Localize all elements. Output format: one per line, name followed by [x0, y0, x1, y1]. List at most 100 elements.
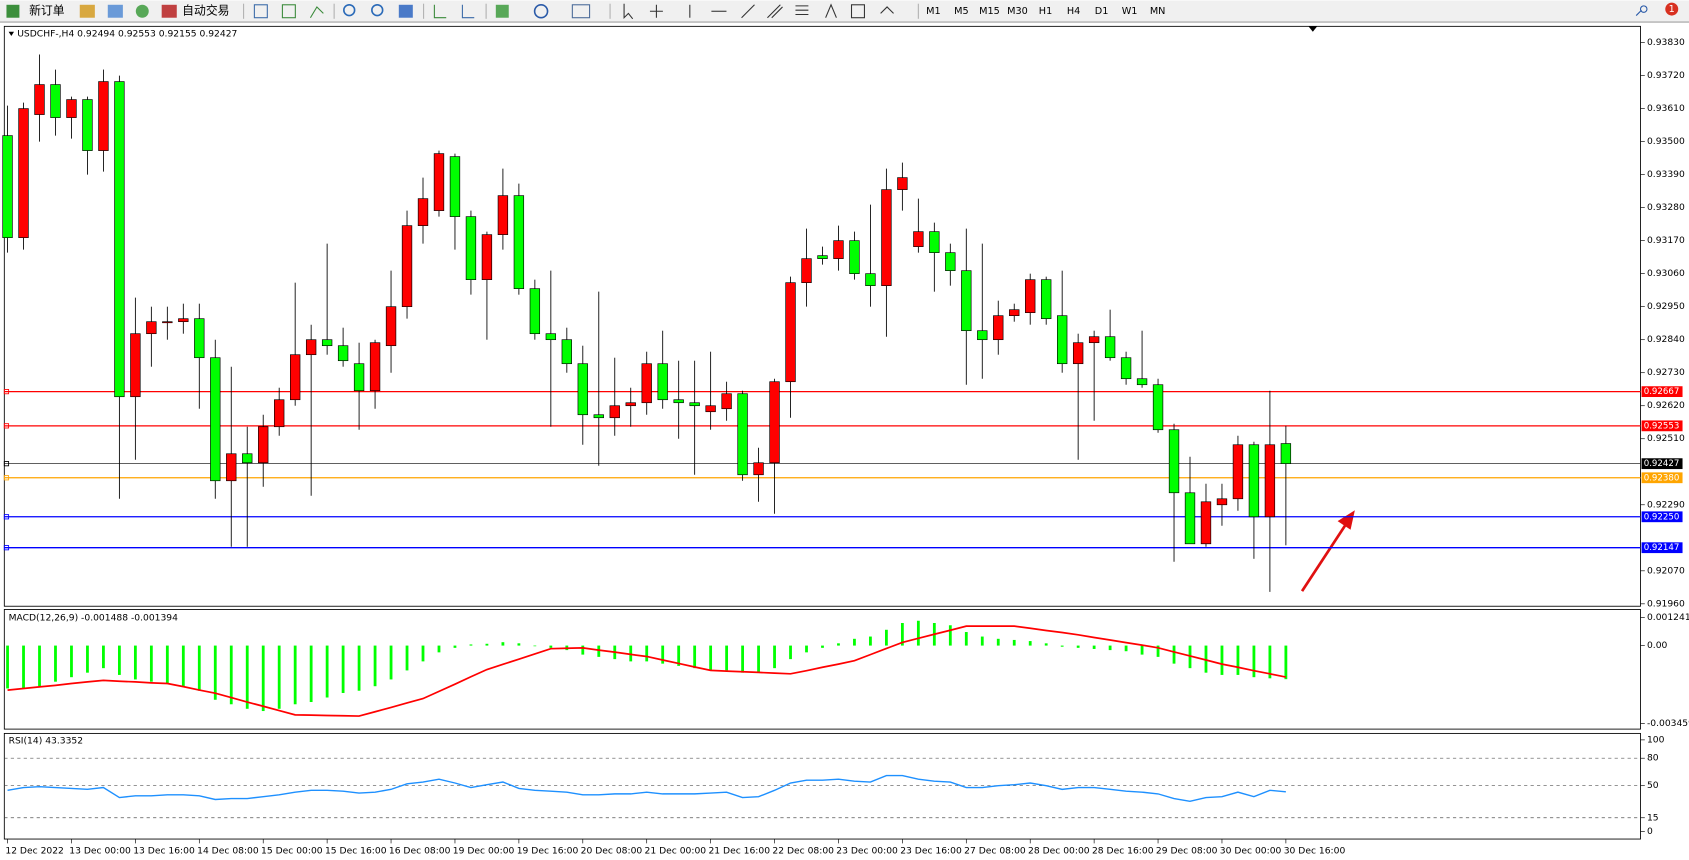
new-order-icon[interactable] [6, 4, 20, 18]
macd-bar [70, 645, 73, 678]
candle-body [449, 156, 461, 217]
macd-bar [821, 645, 824, 648]
chart-shift-marker[interactable] [1308, 26, 1318, 32]
candle-body [481, 234, 493, 280]
macd-bar [533, 645, 537, 647]
candle-body [34, 84, 45, 115]
zoom-out[interactable] [371, 3, 384, 17]
macd-bar [1236, 645, 1240, 675]
label-tool[interactable] [850, 4, 865, 19]
macd-bar [597, 645, 601, 657]
arrow-tool[interactable] [880, 6, 894, 14]
panel-title: USDCHF-,H4 0.92494 0.92553 0.92155 0.924… [17, 28, 237, 39]
x-tick-label: 19 Dec 00:00 [453, 845, 515, 856]
timeframe-button[interactable]: MN [1150, 6, 1166, 17]
timeframe-button[interactable]: M1 [926, 6, 941, 17]
y-tick-label: 0.00 [1647, 640, 1668, 651]
macd-bar [1108, 645, 1112, 651]
new-order-button[interactable]: 新订单 [29, 4, 65, 18]
x-tick-label: 27 Dec 08:00 [964, 845, 1026, 856]
macd-bar [54, 645, 57, 682]
timeframe-button[interactable]: H1 [1039, 6, 1052, 17]
candle-body [609, 405, 620, 419]
symbol-menu-marker[interactable] [8, 31, 15, 37]
macd-bar [1156, 645, 1160, 657]
candle-body [657, 363, 668, 401]
macd-bar [581, 645, 585, 655]
candle-body [497, 195, 509, 235]
macd-bar [1188, 645, 1192, 669]
y-tick-label: 0.92620 [1647, 400, 1685, 411]
x-tick-label: 15 Dec 16:00 [325, 845, 387, 856]
macd-bar [517, 643, 521, 646]
candle-body [1009, 309, 1020, 317]
price-tag-label: 0.92147 [1644, 543, 1680, 553]
toolbar-icon[interactable] [135, 4, 149, 18]
macd-bar [197, 645, 201, 691]
toolbar-icon[interactable] [281, 4, 296, 19]
toolbar-icon[interactable] [79, 4, 95, 18]
y-tick-label: 0.93500 [1647, 136, 1685, 147]
timeframe-button[interactable]: M30 [1007, 6, 1028, 17]
crosshair-tool[interactable] [649, 4, 663, 18]
timeframe-button[interactable]: M15 [979, 6, 1000, 17]
candle-body [1232, 444, 1244, 500]
zoom-in[interactable] [343, 3, 356, 17]
fibo-tool[interactable] [795, 5, 809, 16]
auto-trading-button[interactable]: 自动交易 [182, 4, 229, 18]
x-tick-label: 13 Dec 16:00 [133, 845, 195, 856]
channel-tool[interactable] [767, 4, 783, 19]
candle-body [465, 216, 477, 280]
y-tick-label: 0.92070 [1647, 565, 1685, 576]
x-tick-label: 23 Dec 00:00 [836, 845, 898, 856]
timeframe-button[interactable]: H4 [1067, 6, 1080, 17]
macd-bar [389, 645, 393, 680]
candle-body [337, 345, 349, 362]
macd-bar [453, 645, 457, 648]
candle-body [737, 393, 748, 476]
toolbar-icon[interactable] [253, 4, 268, 19]
macd-bar [1012, 639, 1016, 646]
candle-body [50, 84, 61, 118]
level-handle [3, 514, 10, 520]
candle-body [817, 255, 828, 259]
macd-bar [309, 645, 313, 703]
auto-trading-icon[interactable] [161, 4, 177, 18]
toolbar-icon[interactable] [571, 4, 591, 19]
signal-line [7, 625, 1287, 717]
price-tag-label: 0.92250 [1644, 512, 1680, 522]
price-tag [1641, 542, 1683, 554]
macd-bar [421, 645, 425, 662]
text-tool[interactable] [825, 3, 837, 18]
candle-body [385, 306, 397, 347]
toolbar-icon[interactable] [461, 4, 475, 19]
timeframe-button[interactable]: D1 [1095, 6, 1109, 17]
toolbar-icon[interactable] [107, 4, 123, 18]
timeframe-button[interactable]: W1 [1122, 6, 1138, 17]
trendline-tool[interactable] [741, 4, 755, 19]
candle-body [1264, 444, 1276, 518]
macd-bar [485, 643, 489, 646]
candle-body [289, 354, 301, 401]
badge-count: 1 [1669, 4, 1675, 15]
notification-badge[interactable] [1665, 2, 1679, 16]
candle-body [673, 399, 684, 404]
toolbar-icon[interactable] [533, 3, 549, 19]
candle-body [689, 402, 700, 407]
toolbar-icon[interactable] [495, 4, 509, 18]
toolbar-icon[interactable] [309, 6, 324, 18]
timeframe-bar: M1 M5 M15 M30 H1 H4 D1 W1 MN [926, 6, 1165, 17]
macd-bar [181, 645, 185, 687]
candle-body [913, 231, 924, 247]
x-tick-label: 30 Dec 16:00 [1284, 845, 1346, 856]
toolbar-icon[interactable] [398, 4, 413, 18]
timeframe-button[interactable]: M5 [954, 6, 969, 17]
toolbar-icon[interactable] [433, 4, 447, 19]
cursor-tool[interactable] [623, 3, 634, 20]
y-tick-label: 0.001241 [1647, 612, 1689, 623]
macd-bar [645, 645, 649, 662]
price-tag-label: 0.92553 [1644, 421, 1680, 431]
candle-body [1200, 501, 1212, 545]
search-icon[interactable] [1635, 5, 1648, 16]
macd-panel [3, 609, 1641, 730]
